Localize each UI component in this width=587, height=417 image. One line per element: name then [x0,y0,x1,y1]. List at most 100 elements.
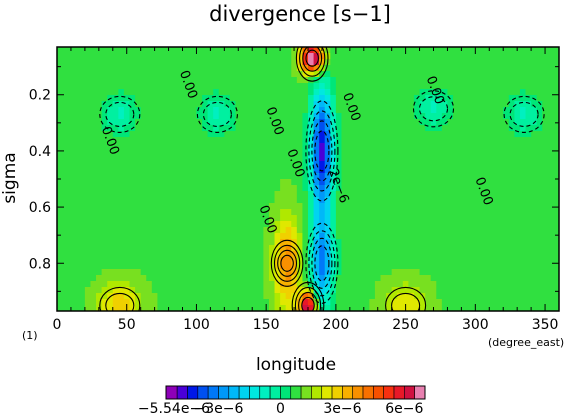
field-cell [408,221,415,228]
field-cell [341,209,348,216]
field-cell [135,233,142,240]
field-cell [185,137,192,144]
field-cell [202,143,209,150]
field-cell [90,239,97,246]
field-cell [213,107,220,114]
field-cell [96,125,103,132]
field-cell [542,179,549,186]
field-cell [252,71,259,78]
field-cell [508,107,515,114]
field-cell [57,131,64,138]
field-cell [436,161,443,168]
field-cell [224,179,231,186]
field-cell [112,59,119,66]
field-cell [296,167,304,174]
field-cell [135,269,142,276]
field-cell [335,47,343,54]
field-cell [151,125,158,132]
field-cell [497,107,504,114]
field-cell [57,71,64,78]
field-cell [107,305,114,311]
field-cell [274,245,281,252]
field-cell [536,299,543,306]
field-cell [503,221,510,228]
field-cell [519,173,527,180]
field-cell [207,251,214,258]
field-cell [408,47,415,54]
field-cell [190,215,198,222]
field-cell [469,83,476,90]
field-cell [162,233,170,240]
field-cell [257,47,264,54]
field-cell [335,89,343,96]
field-cell [347,83,354,90]
field-cell [547,305,555,311]
field-cell [308,209,315,216]
field-cell [112,167,119,174]
field-cell [73,161,80,168]
field-cell [146,113,153,120]
field-cell [475,257,482,264]
field-cell [190,269,198,276]
field-cell [380,113,387,120]
field-cell [268,203,276,210]
field-cell [229,65,237,72]
field-cell [73,191,80,198]
field-cell [112,245,119,252]
field-cell [536,191,543,198]
field-cell [352,137,359,144]
field-cell [402,71,409,78]
field-cell [447,233,454,240]
field-cell [146,239,153,246]
field-cell [302,59,309,66]
field-cell [285,71,292,78]
field-cell [397,65,404,72]
field-cell [84,215,92,222]
field-cell [185,215,192,222]
field-cell [413,179,421,186]
field-cell [352,209,359,216]
field-cell [196,47,203,54]
field-cell [168,47,175,54]
field-cell [408,263,415,270]
field-cell [536,149,543,156]
field-cell [62,185,69,192]
field-cell [352,65,359,72]
field-cell [73,95,80,102]
field-cell [453,305,460,311]
field-cell [229,77,237,84]
field-cell [257,239,264,246]
field-cell [107,215,114,222]
field-cell [68,191,75,198]
field-cell [386,71,393,78]
field-cell [341,173,348,180]
field-cell [369,137,376,144]
field-cell [302,185,309,192]
field-cell [308,131,315,138]
field-cell [224,149,231,156]
field-cell [218,233,225,240]
field-cell [235,131,242,138]
field-cell [162,209,170,216]
field-cell [413,221,421,228]
field-cell [168,203,175,210]
field-cell [547,281,555,288]
field-cell [514,185,521,192]
field-cell [241,59,248,66]
field-cell [224,161,231,168]
field-cell [84,185,92,192]
field-cell [118,125,125,132]
field-cell [57,293,64,300]
field-cell [135,299,142,306]
field-cell [68,203,75,210]
field-cell [151,71,158,78]
field-cell [84,101,92,108]
field-cell [146,245,153,252]
negative-contour [202,101,232,127]
field-cell [453,299,460,306]
field-cell [73,275,80,282]
field-cell [519,83,527,90]
field-cell [475,299,482,306]
field-cell [430,155,437,162]
field-cell [391,59,398,66]
